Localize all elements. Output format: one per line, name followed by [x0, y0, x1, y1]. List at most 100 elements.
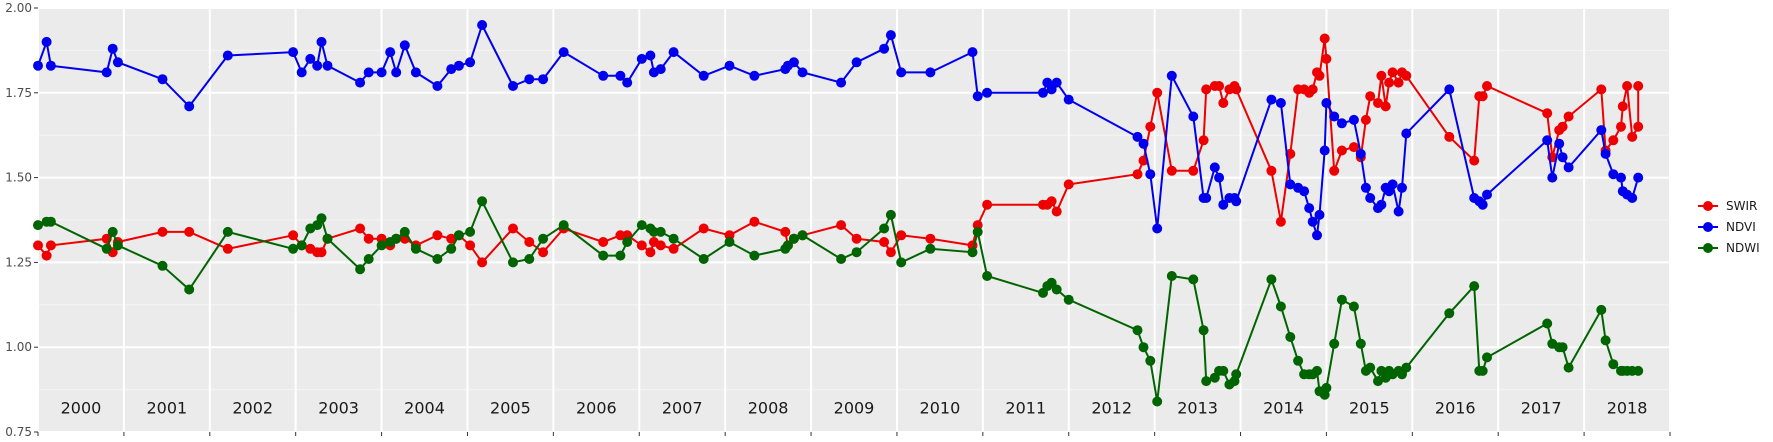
data-point-ndvi — [524, 74, 535, 85]
year-label: 2009 — [834, 398, 875, 417]
data-point-swir — [1063, 179, 1074, 190]
data-point-swir — [645, 247, 656, 258]
data-point-swir — [1380, 101, 1391, 112]
data-point-ndvi — [1209, 162, 1220, 173]
data-point-ndvi — [1063, 94, 1074, 105]
data-point-ndvi — [1319, 145, 1330, 156]
data-point-ndvi — [1596, 125, 1607, 136]
data-point-ndwi — [967, 247, 978, 258]
data-point-ndvi — [376, 67, 387, 78]
data-point-ndwi — [1365, 362, 1376, 373]
data-point-swir — [1563, 111, 1574, 122]
data-point-swir — [1384, 77, 1395, 88]
data-point-swir — [508, 223, 518, 234]
legend-label: NDVI — [1726, 220, 1756, 234]
data-point-swir — [1482, 81, 1492, 91]
data-point-swir — [1596, 84, 1607, 95]
data-point-ndwi — [184, 284, 195, 295]
data-point-swir — [1608, 135, 1619, 146]
data-point-swir — [1365, 91, 1376, 102]
data-point-ndvi — [391, 67, 402, 78]
data-point-swir — [1314, 70, 1325, 81]
data-point-swir — [1046, 196, 1057, 207]
data-point-ndvi — [615, 70, 626, 81]
data-point-ndvi — [645, 50, 656, 61]
data-point-ndvi — [925, 67, 936, 78]
data-point-ndwi — [1285, 332, 1296, 342]
data-point-swir — [446, 233, 457, 244]
y-tick-label: 1.75 — [5, 86, 32, 100]
data-point-ndwi — [668, 233, 679, 244]
legend-label: SWIR — [1726, 199, 1757, 213]
data-point-swir — [1188, 165, 1199, 176]
data-point-swir — [1360, 114, 1371, 125]
data-point-ndwi — [45, 216, 56, 227]
data-point-swir — [45, 240, 56, 251]
year-label: 2018 — [1607, 398, 1648, 417]
data-point-swir — [636, 240, 647, 251]
data-point-ndwi — [655, 226, 666, 237]
data-point-ndwi — [1201, 376, 1212, 387]
data-point-ndvi — [288, 47, 299, 58]
data-point-ndwi — [1348, 301, 1359, 312]
data-point-ndvi — [1051, 77, 1062, 88]
data-point-swir — [851, 233, 862, 244]
data-point-ndwi — [410, 243, 421, 254]
data-point-ndwi — [879, 223, 890, 234]
data-point-swir — [1132, 169, 1143, 180]
data-point-ndvi — [972, 91, 983, 102]
data-point-ndvi — [305, 53, 316, 64]
data-point-ndwi — [622, 237, 633, 247]
data-point-ndwi — [615, 250, 626, 261]
data-point-ndvi — [1355, 148, 1366, 159]
year-label: 2015 — [1349, 398, 1390, 417]
data-point-ndvi — [1627, 193, 1638, 203]
data-point-ndvi — [1365, 193, 1376, 203]
data-point-ndvi — [355, 77, 366, 88]
data-point-swir — [1348, 142, 1359, 153]
data-point-ndwi — [1051, 284, 1062, 295]
data-point-ndvi — [477, 20, 488, 30]
data-point-ndwi — [1444, 308, 1455, 319]
year-label: 2012 — [1091, 398, 1132, 417]
data-point-swir — [33, 240, 43, 251]
data-point-ndwi — [788, 233, 799, 244]
data-point-ndwi — [288, 243, 299, 254]
data-point-swir — [1469, 155, 1480, 166]
data-point-swir — [524, 237, 535, 247]
data-point-ndwi — [363, 254, 374, 264]
data-point-ndvi — [1214, 172, 1225, 183]
data-point-swir — [1201, 84, 1212, 95]
data-point-ndvi — [1401, 128, 1412, 139]
data-point-ndwi — [508, 257, 518, 268]
data-point-swir — [1477, 91, 1488, 102]
data-point-ndwi — [1321, 382, 1332, 393]
data-point-ndvi — [1132, 131, 1143, 142]
data-point-ndwi — [896, 257, 907, 268]
data-point-ndwi — [432, 254, 443, 264]
data-point-ndvi — [33, 60, 43, 71]
data-point-ndvi — [1231, 196, 1242, 207]
data-point-ndwi — [399, 226, 410, 237]
data-point-ndvi — [1275, 98, 1286, 108]
data-point-ndvi — [1266, 94, 1277, 105]
data-point-ndvi — [222, 50, 233, 61]
data-point-swir — [157, 226, 168, 237]
data-point-ndvi — [1145, 169, 1156, 180]
data-point-swir — [432, 230, 443, 241]
year-label: 2008 — [748, 398, 789, 417]
data-point-ndvi — [1397, 182, 1407, 193]
data-point-ndvi — [1201, 193, 1212, 203]
data-point-ndwi — [1312, 365, 1322, 376]
data-point-ndwi — [1477, 365, 1488, 376]
data-point-ndvi — [724, 60, 735, 71]
data-point-ndwi — [972, 226, 983, 237]
data-point-ndwi — [1355, 338, 1366, 349]
data-point-ndvi — [322, 60, 333, 71]
data-point-ndwi — [465, 226, 476, 237]
year-label: 2011 — [1005, 398, 1046, 417]
data-point-ndvi — [410, 67, 421, 78]
data-point-ndvi — [1304, 203, 1315, 214]
data-point-ndwi — [1329, 338, 1340, 349]
data-point-ndvi — [446, 64, 457, 75]
